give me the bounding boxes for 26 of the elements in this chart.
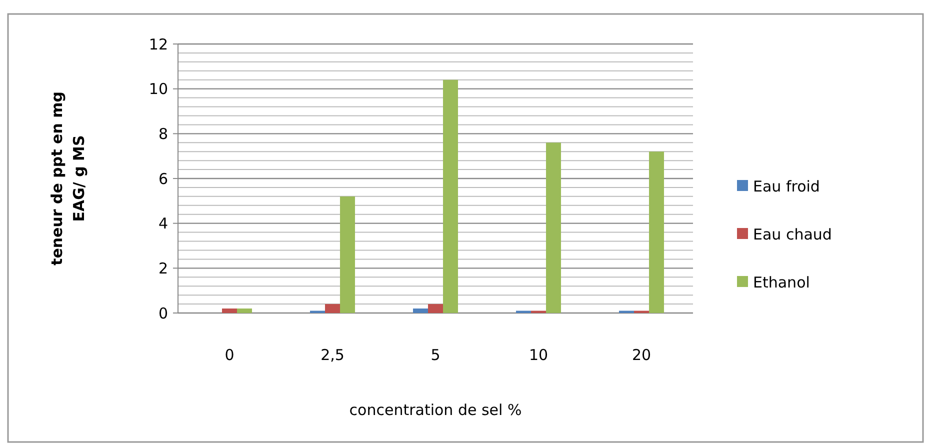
y-tick-label: 12 <box>148 35 168 54</box>
y-tick-label: 0 <box>158 304 168 322</box>
x-tick-label: 10 <box>528 346 548 364</box>
y-tick-label: 10 <box>148 80 168 98</box>
x-tick-label: 2,5 <box>320 346 344 364</box>
x-tick-label: 5 <box>430 346 440 364</box>
bar <box>649 152 664 313</box>
x-axis-title: concentration de sel % <box>349 401 522 419</box>
y-axis-title: teneur de ppt en mg EAG/ g MS <box>48 92 88 266</box>
bar <box>443 80 458 313</box>
bar <box>222 308 237 313</box>
y-tick-label: 6 <box>158 170 168 188</box>
bar <box>325 304 340 313</box>
y-tick-label: 8 <box>158 124 168 143</box>
bar <box>546 142 561 313</box>
bar <box>413 308 428 313</box>
legend-label: Ethanol <box>753 273 810 292</box>
legend-label: Eau chaud <box>753 225 832 244</box>
bar <box>340 196 355 313</box>
legend-label: Eau froid <box>753 177 820 196</box>
x-tick-label: 0 <box>224 346 234 364</box>
bar <box>237 308 252 313</box>
x-tick-label: 20 <box>632 346 652 364</box>
y-tick-label: 4 <box>158 214 168 233</box>
bar <box>428 304 443 313</box>
y-tick-label: 2 <box>158 259 168 278</box>
